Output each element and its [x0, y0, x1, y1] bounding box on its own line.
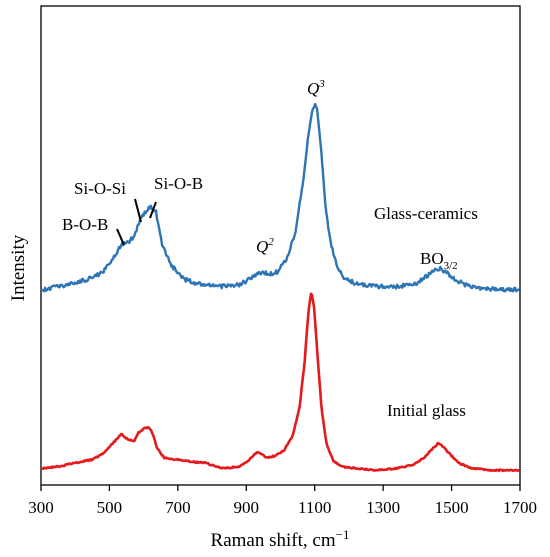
annotation-si-o-b: Si-O-B	[154, 174, 203, 193]
x-axis-title: Raman shift, cm−1	[211, 527, 350, 551]
y-axis-title: Intensity	[8, 234, 29, 301]
annotation-q3-main: Q	[307, 79, 319, 98]
x-axis-title-sup: −1	[336, 527, 350, 542]
x-tick-label: 1500	[435, 498, 469, 517]
leader-line-b-o-b	[116, 228, 125, 246]
x-tick-label: 700	[165, 498, 191, 517]
annotation-si-o-si: Si-O-Si	[74, 179, 126, 198]
series-line-glass-ceramics	[40, 102, 520, 293]
annotation-bo32-sub: 3/2	[444, 260, 458, 272]
x-tick-label: 1300	[366, 498, 400, 517]
series-label-glass-ceramics: Glass-ceramics	[374, 204, 478, 223]
annotation-q3-sup: 3	[318, 78, 325, 90]
leader-line-si-o-si	[134, 198, 142, 223]
x-tick-label: 1700	[503, 498, 537, 517]
annotation-q3: Q3	[307, 78, 325, 98]
x-tick-label: 900	[234, 498, 260, 517]
leader-line-si-o-b	[149, 201, 157, 219]
annotation-q2-main: Q	[256, 237, 268, 256]
annotation-q2: Q2	[256, 236, 274, 256]
x-axis-title-text: Raman shift, cm	[211, 530, 336, 551]
series-line-initial-glass	[40, 292, 521, 473]
x-tick-label: 300	[28, 498, 54, 517]
x-tick-label: 1100	[298, 498, 331, 517]
annotation-b-o-b: B-O-B	[62, 215, 108, 234]
annotation-bo32: BO3/2	[420, 249, 458, 272]
annotation-bo32-main: BO	[420, 249, 444, 268]
series-label-initial-glass: Initial glass	[387, 401, 466, 420]
annotation-q2-sup: 2	[268, 236, 274, 248]
x-axis-tick-labels: 300 500 700 900 1100 1300 1500 1700	[28, 498, 537, 517]
x-axis-ticks	[40, 485, 521, 491]
x-tick-label: 500	[97, 498, 123, 517]
plot-frame	[40, 5, 521, 486]
